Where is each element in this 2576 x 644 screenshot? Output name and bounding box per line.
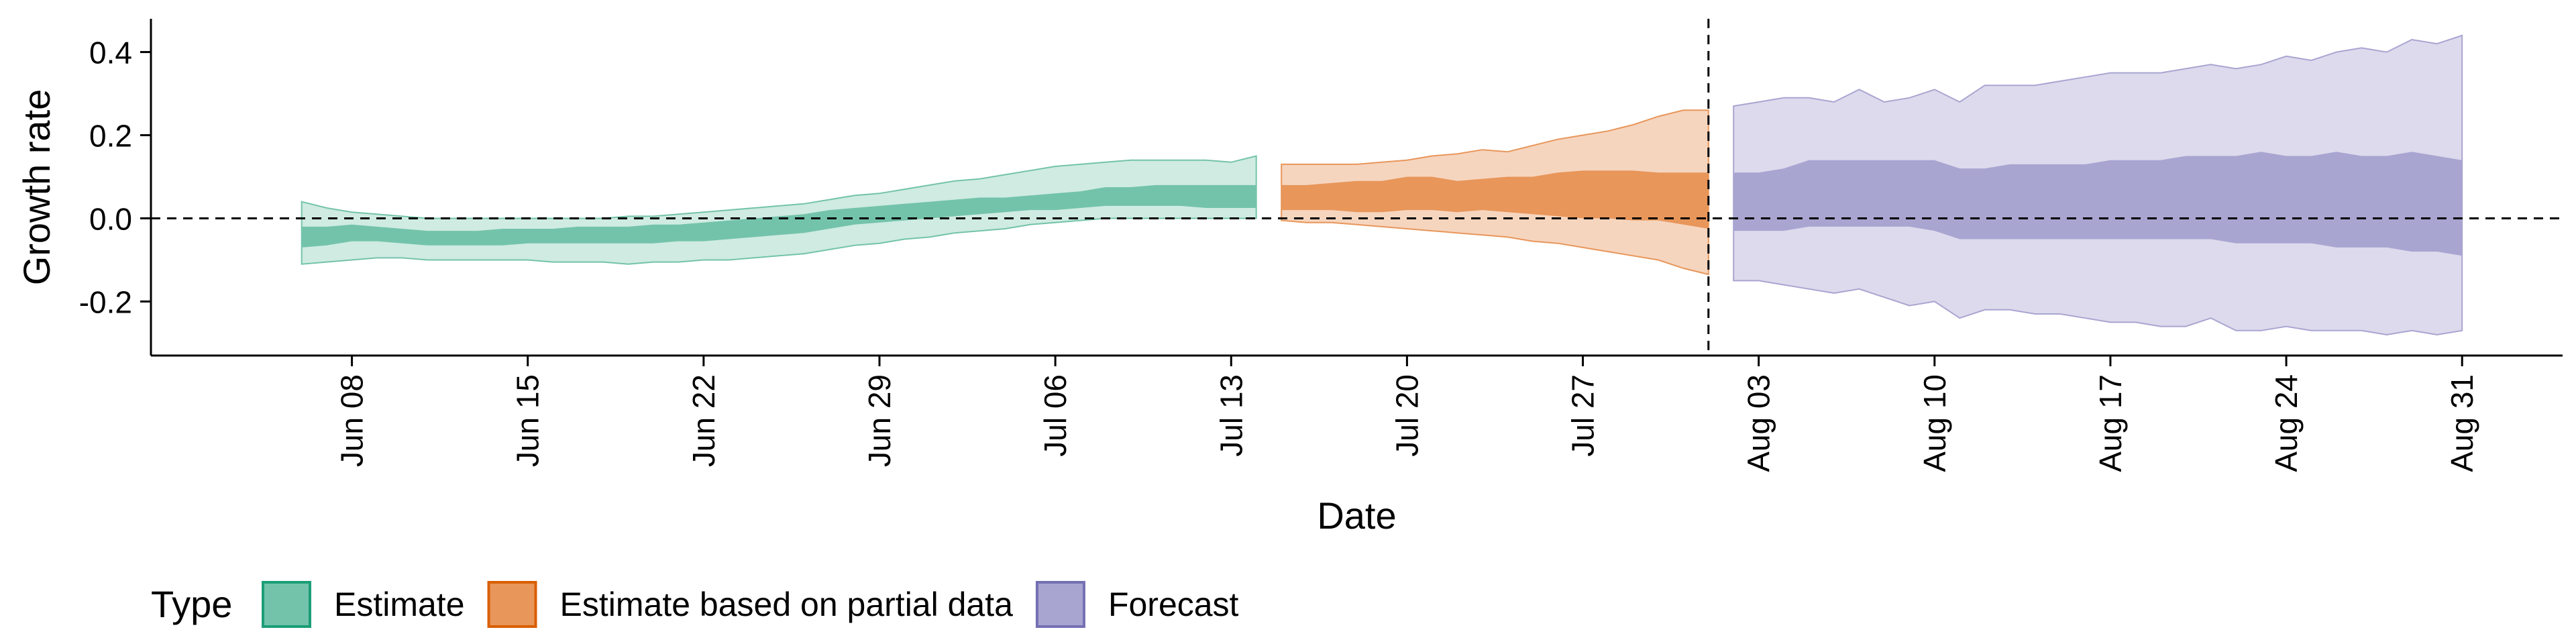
y-axis-label: Growth rate xyxy=(15,89,58,286)
x-tick-label: Jun 22 xyxy=(686,374,721,467)
legend-key-estimate xyxy=(262,581,311,628)
x-tick-label: Aug 31 xyxy=(2445,374,2479,472)
series-layer xyxy=(301,34,2463,336)
y-tick-label: -0.2 xyxy=(79,284,132,319)
x-tick-label: Jun 29 xyxy=(862,374,897,467)
legend-title: Type xyxy=(151,583,232,625)
series-estimate-based-on-partial-data xyxy=(1281,109,1709,276)
x-tick-label: Jul 27 xyxy=(1566,374,1601,457)
y-axis-ticks: -0.2 0.0 0.2 0.4 xyxy=(79,36,151,319)
series-forecast xyxy=(1733,34,2463,336)
y-tick-label: 0.4 xyxy=(89,36,132,70)
x-tick-label: Jul 20 xyxy=(1389,374,1424,457)
legend-label-estimate: Estimate xyxy=(334,586,465,623)
legend-key-estimate-based-on-partial-data xyxy=(487,581,537,628)
legend-key-forecast xyxy=(1035,581,1085,628)
legend: Type Estimate Estimate based on partial d… xyxy=(151,581,1239,628)
series-estimate-based-on-partial-data-inner-band xyxy=(1281,170,1709,229)
y-tick-label: 0.0 xyxy=(89,201,132,236)
x-tick-label: Jul 13 xyxy=(1214,374,1248,457)
series-estimate-inner-band xyxy=(301,184,1256,248)
x-tick-label: Jun 15 xyxy=(511,374,545,467)
series-forecast-inner-band xyxy=(1733,152,2463,256)
series-estimate xyxy=(301,155,1257,265)
legend-label-estimate-based-on-partial-data: Estimate based on partial data xyxy=(560,586,1014,623)
x-axis-ticks: Jun 08 Jun 15 Jun 22 Jun 29 Jul 06 Jul 13 Jul … xyxy=(335,356,2479,472)
x-tick-label: Aug 24 xyxy=(2269,374,2304,472)
x-tick-label: Jul 06 xyxy=(1038,374,1073,457)
x-tick-label: Aug 10 xyxy=(1917,374,1952,472)
x-tick-label: Aug 03 xyxy=(1741,374,1776,472)
x-tick-label: Jun 08 xyxy=(335,374,370,467)
legend-label-forecast: Forecast xyxy=(1108,586,1239,623)
x-tick-label: Aug 17 xyxy=(2093,374,2128,472)
y-tick-label: 0.2 xyxy=(89,119,132,154)
x-axis-label: Date xyxy=(1317,494,1396,537)
